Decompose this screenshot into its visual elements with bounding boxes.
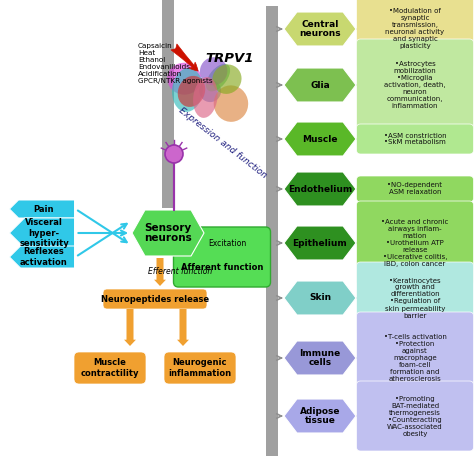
Text: Muscle
contractility: Muscle contractility: [81, 358, 139, 378]
Polygon shape: [284, 281, 356, 315]
FancyBboxPatch shape: [356, 312, 474, 404]
Text: Skin: Skin: [309, 294, 331, 302]
Text: Epithelium: Epithelium: [292, 238, 347, 248]
Text: Muscle: Muscle: [302, 135, 338, 143]
Text: Glia: Glia: [310, 81, 330, 89]
FancyBboxPatch shape: [103, 289, 207, 309]
Ellipse shape: [178, 76, 205, 107]
Ellipse shape: [214, 85, 248, 122]
Text: TRPV1: TRPV1: [206, 53, 254, 65]
Text: Adipose
tissue: Adipose tissue: [300, 407, 340, 426]
Ellipse shape: [172, 68, 203, 112]
Text: Reflexes
activation: Reflexes activation: [20, 247, 67, 267]
Ellipse shape: [193, 77, 218, 118]
Text: Neurogenic
inflammation: Neurogenic inflammation: [168, 358, 232, 378]
Text: Capsaicin
Heat
Ethanol
Endovanilloids
Acidification
GPCR/NTKR agonists: Capsaicin Heat Ethanol Endovanilloids Ac…: [138, 43, 213, 84]
Text: Efferent function: Efferent function: [148, 267, 212, 277]
Polygon shape: [284, 12, 356, 46]
Ellipse shape: [200, 57, 228, 85]
Ellipse shape: [212, 65, 242, 94]
Polygon shape: [132, 210, 204, 256]
Polygon shape: [284, 172, 356, 206]
FancyBboxPatch shape: [356, 176, 474, 202]
Polygon shape: [284, 341, 356, 375]
Text: Endothelium: Endothelium: [288, 184, 352, 194]
Text: Afferent function: Afferent function: [181, 262, 263, 272]
Polygon shape: [284, 399, 356, 433]
Polygon shape: [154, 258, 166, 286]
FancyBboxPatch shape: [74, 352, 146, 384]
Polygon shape: [9, 218, 74, 248]
Text: Pain: Pain: [33, 205, 54, 213]
Text: Excitation: Excitation: [208, 238, 246, 248]
FancyBboxPatch shape: [356, 124, 474, 154]
Polygon shape: [284, 226, 356, 260]
FancyBboxPatch shape: [356, 381, 474, 451]
Text: •Modulation of
synaptic
transmission,
neuronal activity
and synaptic
plasticity: •Modulation of synaptic transmission, ne…: [385, 8, 445, 49]
Text: •T-cells activation
•Protection
against
macrophage
foam-cell
formation and
ather: •T-cells activation •Protection against …: [383, 334, 447, 382]
FancyBboxPatch shape: [173, 227, 271, 287]
Text: •Astrocytes
mobilization
•Microglia
activation, death,
neuron
communication,
inf: •Astrocytes mobilization •Microglia acti…: [384, 61, 446, 109]
FancyBboxPatch shape: [356, 0, 474, 68]
Circle shape: [165, 145, 183, 163]
FancyBboxPatch shape: [356, 262, 474, 334]
Ellipse shape: [206, 64, 230, 91]
Polygon shape: [9, 200, 74, 218]
Text: Expression and function: Expression and function: [177, 106, 269, 180]
Polygon shape: [124, 309, 136, 346]
Polygon shape: [9, 246, 74, 268]
Ellipse shape: [199, 80, 221, 102]
Text: •Keratinocytes
growth and
differentiation
•Regulation of
skin permeability
barri: •Keratinocytes growth and differentiatio…: [385, 278, 445, 319]
FancyBboxPatch shape: [164, 352, 236, 384]
Polygon shape: [177, 309, 189, 346]
Text: •NO-dependent
ASM relaxation: •NO-dependent ASM relaxation: [388, 183, 443, 195]
Text: Immune
cells: Immune cells: [300, 349, 341, 367]
Polygon shape: [284, 68, 356, 102]
Ellipse shape: [167, 63, 201, 95]
Text: Sensory
neurons: Sensory neurons: [144, 223, 192, 243]
FancyBboxPatch shape: [356, 201, 474, 285]
Bar: [174, 230, 266, 236]
Text: Central
neurons: Central neurons: [299, 20, 341, 38]
Text: •ASM constriction
•SkM metabolism: •ASM constriction •SkM metabolism: [383, 132, 447, 146]
Polygon shape: [284, 122, 356, 156]
Bar: [266, 6, 278, 456]
Text: •Promoting
BAT-mediated
thermogenesis
•Counteracting
WAC-associated
obesity: •Promoting BAT-mediated thermogenesis •C…: [387, 396, 443, 437]
Text: •Acute and chronic
airways inflam-
mation
•Urothelium ATP
release
•Ulcerative co: •Acute and chronic airways inflam- matio…: [381, 219, 449, 267]
Text: Neuropeptides release: Neuropeptides release: [101, 295, 209, 303]
FancyBboxPatch shape: [356, 39, 474, 131]
Text: Visceral
hyper-
sensitivity: Visceral hyper- sensitivity: [19, 218, 69, 248]
Bar: [162, 0, 174, 208]
